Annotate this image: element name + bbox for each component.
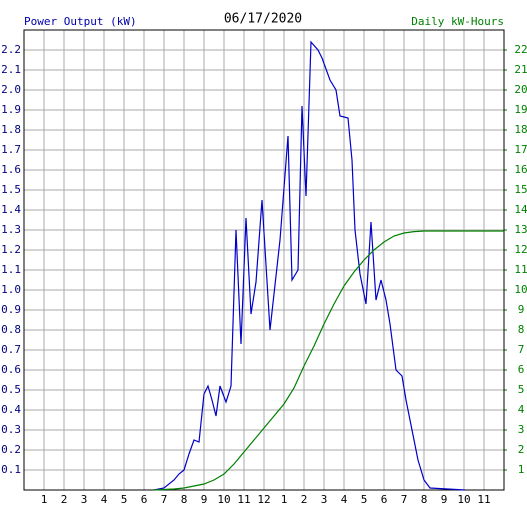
y2-tick-label: 11 xyxy=(514,263,527,276)
y2-axis-label: Daily kW-Hours xyxy=(411,15,504,28)
y-tick-label: 1.7 xyxy=(1,143,21,156)
y-tick-label: 0.8 xyxy=(1,323,21,336)
y2-tick-label: 4 xyxy=(518,403,525,416)
plot-border xyxy=(23,29,505,491)
y2-tick-label: 18 xyxy=(514,123,527,136)
x-tick-label: 9 xyxy=(201,493,208,506)
y-tick-label: 1.1 xyxy=(1,263,21,276)
x-tick-label: 8 xyxy=(181,493,188,506)
x-tick-label: 10 xyxy=(457,493,470,506)
x-tick-label: 5 xyxy=(121,493,128,506)
y-tick-label: 1.8 xyxy=(1,123,21,136)
y2-tick-label: 19 xyxy=(514,103,527,116)
y-tick-label: 1.2 xyxy=(1,243,21,256)
y-tick-label: 2.2 xyxy=(1,43,21,56)
x-tick-label: 4 xyxy=(341,493,348,506)
y-tick-label: 0.1 xyxy=(1,463,21,476)
chart-title: 06/17/2020 xyxy=(224,12,302,27)
y-tick-label: 0.2 xyxy=(1,443,21,456)
x-tick-label: 3 xyxy=(81,493,88,506)
x-tick-label: 6 xyxy=(141,493,148,506)
y-tick-label: 0.5 xyxy=(1,383,21,396)
y-tick-label: 1.4 xyxy=(1,203,21,216)
y2-tick-label: 6 xyxy=(518,363,525,376)
y-tick-label: 1.9 xyxy=(1,103,21,116)
x-tick-label: 4 xyxy=(101,493,108,506)
y2-tick-label: 16 xyxy=(514,163,527,176)
y2-tick-label: 2 xyxy=(518,443,525,456)
y2-tick-label: 1 xyxy=(518,463,525,476)
y2-tick-label: 9 xyxy=(518,303,525,316)
y2-tick-label: 8 xyxy=(518,323,525,336)
y-tick-label: 0.9 xyxy=(1,303,21,316)
x-tick-label: 2 xyxy=(61,493,68,506)
x-tick-label: 11 xyxy=(237,493,250,506)
y2-tick-label: 10 xyxy=(514,283,527,296)
y2-tick-label: 20 xyxy=(514,83,527,96)
y-tick-label: 1.0 xyxy=(1,283,21,296)
x-tick-label: 11 xyxy=(477,493,490,506)
x-tick-label: 7 xyxy=(401,493,408,506)
x-tick-label: 9 xyxy=(441,493,448,506)
y2-tick-label: 3 xyxy=(518,423,525,436)
x-tick-label: 10 xyxy=(217,493,230,506)
y2-tick-label: 17 xyxy=(514,143,527,156)
x-tick-label: 6 xyxy=(381,493,388,506)
y-tick-label: 1.6 xyxy=(1,163,21,176)
y-tick-label: 1.3 xyxy=(1,223,21,236)
y-tick-label: 2.0 xyxy=(1,83,21,96)
x-tick-label: 7 xyxy=(161,493,168,506)
x-tick-label: 3 xyxy=(321,493,328,506)
data-line xyxy=(153,40,466,491)
x-tick-label: 1 xyxy=(281,493,288,506)
y-tick-label: 2.1 xyxy=(1,63,21,76)
data-line xyxy=(153,230,504,491)
y-tick-label: 1.5 xyxy=(1,183,21,196)
x-tick-label: 8 xyxy=(421,493,428,506)
y-axis-label: Power Output (kW) xyxy=(24,15,137,28)
x-tick-label: 2 xyxy=(301,493,308,506)
x-tick-label: 1 xyxy=(41,493,48,506)
y2-tick-label: 22 xyxy=(514,43,527,56)
y-tick-label: 0.3 xyxy=(1,423,21,436)
x-tick-label: 5 xyxy=(361,493,368,506)
y-tick-label: 0.4 xyxy=(1,403,21,416)
y-tick-label: 0.7 xyxy=(1,343,21,356)
y2-tick-label: 14 xyxy=(514,203,527,216)
y-tick-label: 0.6 xyxy=(1,363,21,376)
y2-tick-label: 12 xyxy=(514,243,527,256)
y2-tick-label: 13 xyxy=(514,223,527,236)
x-tick-label: 12 xyxy=(257,493,270,506)
y2-tick-label: 15 xyxy=(514,183,527,196)
y2-tick-label: 7 xyxy=(518,343,525,356)
y2-tick-label: 21 xyxy=(514,63,527,76)
y2-tick-label: 5 xyxy=(518,383,525,396)
